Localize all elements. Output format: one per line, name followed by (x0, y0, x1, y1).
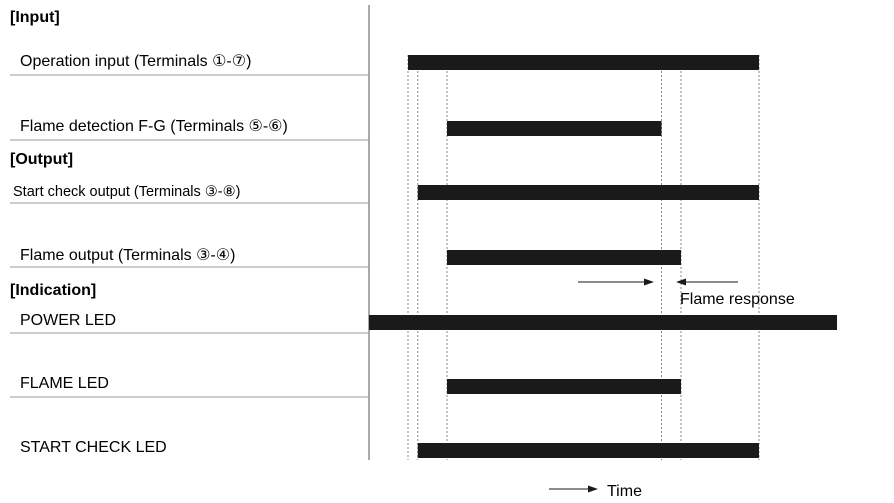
label-start-check-output: Start check output (Terminals ③-⑧) (13, 184, 240, 200)
flame-response-label: Flame response (680, 291, 795, 308)
label-operation-input: Operation input (Terminals ①-⑦) (20, 53, 251, 70)
time-axis: Time (549, 483, 642, 500)
section-input: [Input] (10, 9, 60, 26)
bar-start-check-led (417, 443, 759, 458)
label-flame-detection: Flame detection F-G (Terminals ⑤-⑥) (20, 118, 288, 135)
label-flame-output: Flame output (Terminals ③-④) (20, 247, 235, 264)
label-start-check-led: START CHECK LED (20, 439, 167, 456)
time-label: Time (607, 483, 642, 500)
bar-flame-output (447, 250, 681, 265)
signal-bars (369, 55, 837, 458)
section-indication: [Indication] (10, 282, 96, 299)
bar-power-led (369, 315, 837, 330)
section-output: [Output] (10, 151, 73, 168)
bar-operation-input (408, 55, 759, 70)
label-flame-led: FLAME LED (20, 375, 109, 392)
flame-response-arrowhead-right (676, 278, 686, 286)
label-power-led: POWER LED (20, 312, 116, 329)
flame-response-annotation: Flame response (578, 278, 795, 308)
flame-response-arrowhead-left (644, 278, 654, 286)
bar-flame-detection (447, 121, 662, 136)
bar-start-check-output (417, 185, 759, 200)
bar-flame-led (447, 379, 681, 394)
time-arrowhead (588, 485, 598, 493)
